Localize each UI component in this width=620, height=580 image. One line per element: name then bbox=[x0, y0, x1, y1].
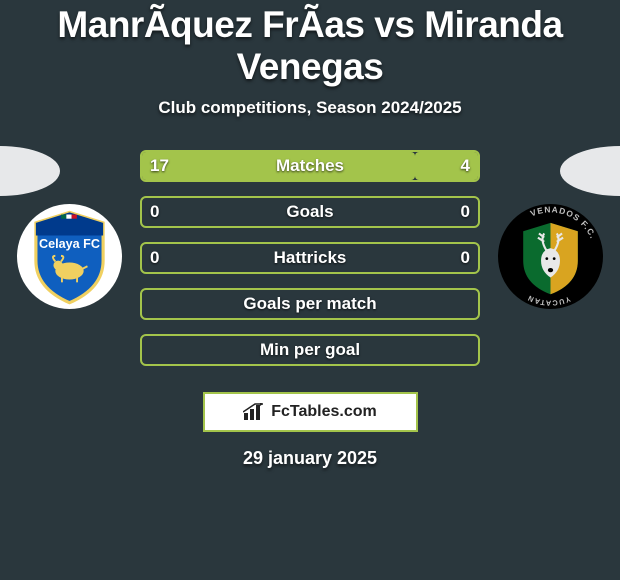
stat-label: Hattricks bbox=[274, 248, 347, 268]
stat-value-left: 0 bbox=[150, 202, 159, 222]
stat-bars: Matches 17 4 Goals 0 0 Hattricks 0 0 Goals per ma… bbox=[140, 150, 480, 366]
club-badge-left: Celaya FC bbox=[17, 204, 122, 309]
stat-value-left: 17 bbox=[150, 156, 169, 176]
stat-value-right: 4 bbox=[461, 156, 470, 176]
title: ManrÃ­quez FrÃ­as vs Miranda Venegas bbox=[0, 4, 620, 88]
comparison-arena: Celaya FC bbox=[0, 146, 620, 376]
stat-label: Goals bbox=[286, 202, 333, 222]
stat-value-left: 0 bbox=[150, 248, 159, 268]
stat-bar: Hattricks 0 0 bbox=[140, 242, 480, 274]
celaya-fc-logo-icon: Celaya FC bbox=[17, 204, 122, 309]
player-photo-left bbox=[0, 146, 60, 196]
comparison-card: ManrÃ­quez FrÃ­as vs Miranda Venegas Clu… bbox=[0, 0, 620, 580]
player-photo-right bbox=[560, 146, 620, 196]
svg-text:Celaya FC: Celaya FC bbox=[39, 237, 100, 251]
stat-label: Min per goal bbox=[260, 340, 360, 360]
source-footer: FcTables.com bbox=[203, 392, 418, 432]
source-text: FcTables.com bbox=[271, 403, 377, 421]
stat-label: Matches bbox=[276, 156, 344, 176]
stat-bar: Goals 0 0 bbox=[140, 196, 480, 228]
stat-bar: Min per goal bbox=[140, 334, 480, 366]
subtitle: Club competitions, Season 2024/2025 bbox=[0, 98, 620, 118]
stat-value-right: 0 bbox=[461, 248, 470, 268]
stat-bar: Matches 17 4 bbox=[140, 150, 480, 182]
date: 29 january 2025 bbox=[0, 448, 620, 469]
club-badge-right: VENADOS F.C. YUCATAN bbox=[498, 204, 603, 309]
venados-fc-logo-icon: VENADOS F.C. YUCATAN bbox=[498, 204, 603, 309]
stat-label: Goals per match bbox=[243, 294, 376, 314]
stat-bar: Goals per match bbox=[140, 288, 480, 320]
bar-chart-icon bbox=[243, 403, 265, 421]
stat-value-right: 0 bbox=[461, 202, 470, 222]
card-content: ManrÃ­quez FrÃ­as vs Miranda Venegas Clu… bbox=[0, 0, 620, 469]
